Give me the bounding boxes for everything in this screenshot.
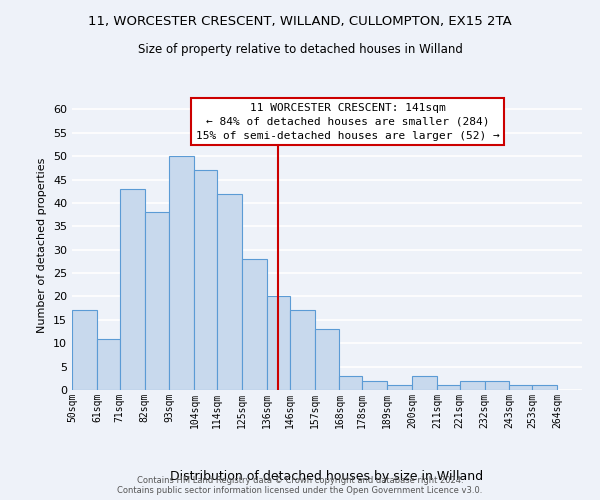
Bar	[97, 338, 119, 390]
Bar	[460, 380, 485, 390]
Y-axis label: Number of detached properties: Number of detached properties	[37, 158, 47, 332]
Bar	[509, 386, 532, 390]
Bar	[485, 380, 509, 390]
X-axis label: Distribution of detached houses by size in Willand: Distribution of detached houses by size …	[170, 470, 484, 482]
Bar	[437, 386, 460, 390]
Bar	[169, 156, 194, 390]
Bar	[267, 296, 290, 390]
Text: Size of property relative to detached houses in Willand: Size of property relative to detached ho…	[137, 42, 463, 56]
Bar	[145, 212, 169, 390]
Bar	[119, 189, 145, 390]
Text: Contains HM Land Registry data © Crown copyright and database right 2024.
Contai: Contains HM Land Registry data © Crown c…	[118, 476, 482, 495]
Text: 11 WORCESTER CRESCENT: 141sqm
← 84% of detached houses are smaller (284)
15% of : 11 WORCESTER CRESCENT: 141sqm ← 84% of d…	[196, 103, 499, 141]
Bar	[387, 386, 412, 390]
Bar	[217, 194, 242, 390]
Bar	[314, 329, 340, 390]
Bar	[340, 376, 362, 390]
Bar	[412, 376, 437, 390]
Bar	[194, 170, 217, 390]
Bar	[290, 310, 314, 390]
Bar	[362, 380, 387, 390]
Bar	[242, 259, 267, 390]
Bar	[532, 386, 557, 390]
Text: 11, WORCESTER CRESCENT, WILLAND, CULLOMPTON, EX15 2TA: 11, WORCESTER CRESCENT, WILLAND, CULLOMP…	[88, 15, 512, 28]
Bar	[72, 310, 97, 390]
